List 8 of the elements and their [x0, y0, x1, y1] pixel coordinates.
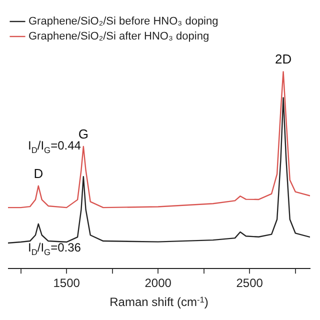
annotation: 2D	[274, 52, 292, 67]
legend-label: Graphene/SiO₂/Si after HNO₃ doping	[28, 30, 210, 43]
x-tick-label: 2500	[236, 276, 264, 290]
x-tick-label: 1500	[53, 276, 80, 290]
legend-label: Graphene/SiO₂/Si before HNO₃ doping	[28, 16, 218, 28]
annotation: G	[78, 126, 88, 142]
x-tick-label: 2000	[144, 276, 172, 290]
annotation: D	[34, 166, 44, 181]
